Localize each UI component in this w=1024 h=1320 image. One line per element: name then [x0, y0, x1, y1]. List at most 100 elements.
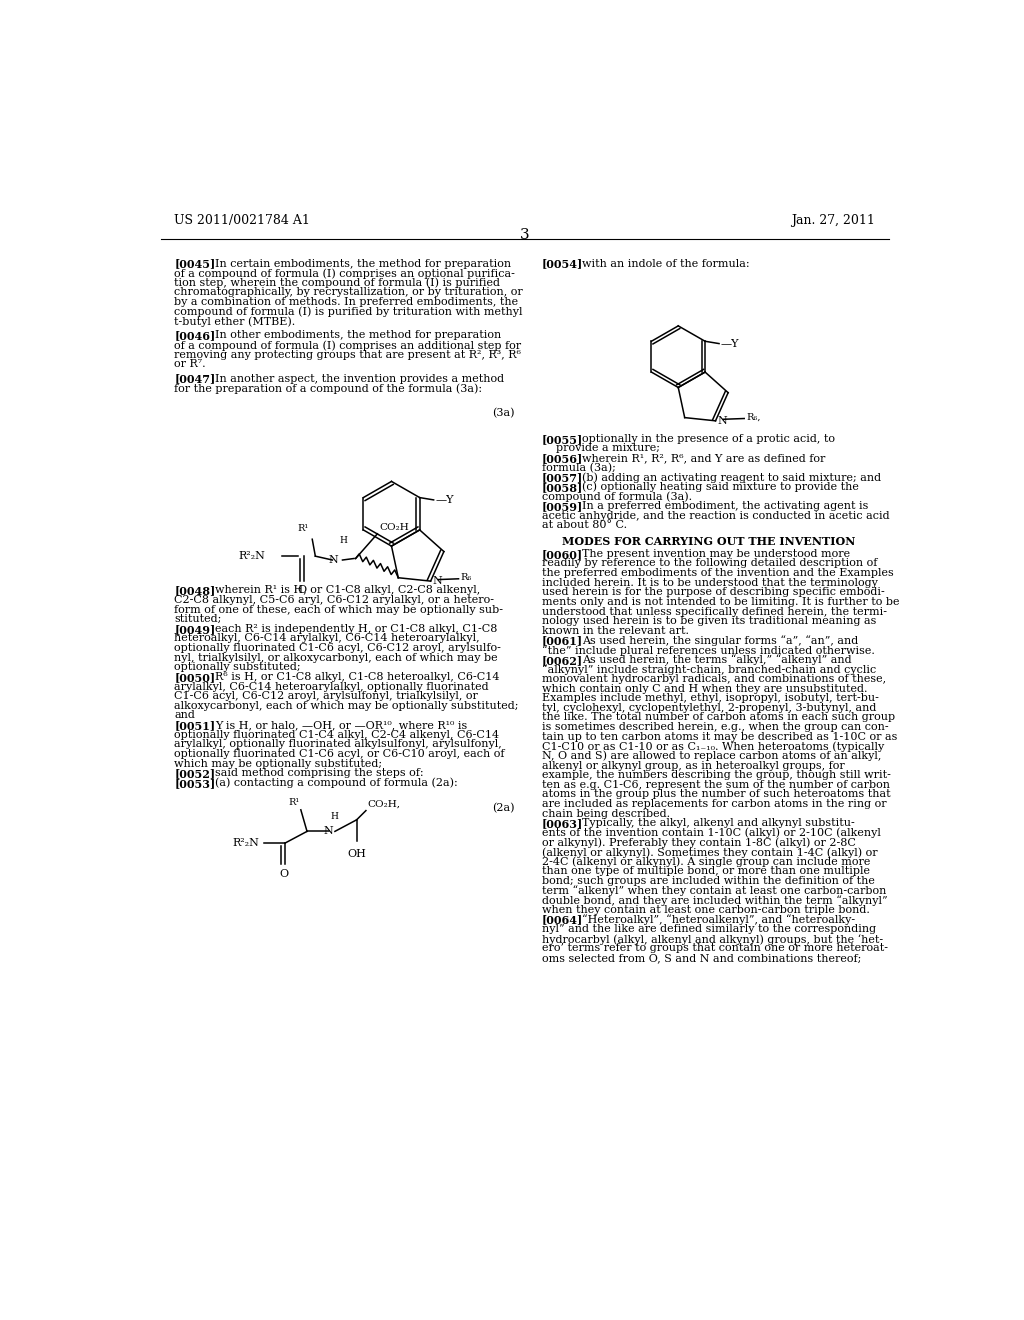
Text: wherein R¹, R², R⁶, and Y are as defined for: wherein R¹, R², R⁶, and Y are as defined… [583, 453, 825, 463]
Text: [0045]: [0045] [174, 259, 216, 269]
Text: R₆: R₆ [460, 573, 471, 582]
Text: In other embodiments, the method for preparation: In other embodiments, the method for pre… [215, 330, 501, 341]
Text: C1-C6 acyl, C6-C12 aroyl, arylsulfonyl, trialkylsilyl, or: C1-C6 acyl, C6-C12 aroyl, arylsulfonyl, … [174, 692, 478, 701]
Text: chromatographically, by recrystallization, or by trituration, or: chromatographically, by recrystallizatio… [174, 288, 523, 297]
Text: alkenyl or alkynyl group, as in heteroalkyl groups, for: alkenyl or alkynyl group, as in heteroal… [542, 760, 845, 771]
Text: (2a): (2a) [493, 803, 515, 813]
Text: [0047]: [0047] [174, 374, 216, 384]
Text: provide a mixture;: provide a mixture; [542, 444, 659, 453]
Text: O: O [280, 869, 289, 879]
Text: [0052]: [0052] [174, 768, 216, 779]
Text: Typically, the alkyl, alkenyl and alkynyl substitu-: Typically, the alkyl, alkenyl and alkyny… [583, 818, 855, 828]
Text: and: and [174, 710, 196, 721]
Text: of a compound of formula (I) comprises an optional purifica-: of a compound of formula (I) comprises a… [174, 268, 515, 279]
Text: monovalent hydrocarbyl radicals, and combinations of these,: monovalent hydrocarbyl radicals, and com… [542, 675, 886, 684]
Text: ten as e.g. C1-C6, represent the sum of the number of carbon: ten as e.g. C1-C6, represent the sum of … [542, 780, 890, 789]
Text: when they contain at least one carbon-carbon triple bond.: when they contain at least one carbon-ca… [542, 906, 869, 915]
Text: In a preferred embodiment, the activating agent is: In a preferred embodiment, the activatin… [583, 502, 868, 511]
Text: form of one of these, each of which may be optionally sub-: form of one of these, each of which may … [174, 605, 504, 615]
Text: Jan. 27, 2011: Jan. 27, 2011 [792, 214, 876, 227]
Text: [0054]: [0054] [542, 259, 583, 269]
Text: or alkynyl). Preferably they contain 1-8C (alkyl) or 2-8C: or alkynyl). Preferably they contain 1-8… [542, 838, 856, 849]
Text: R²₂N: R²₂N [232, 838, 260, 847]
Text: example, the numbers describing the group, though still writ-: example, the numbers describing the grou… [542, 770, 891, 780]
Text: In certain embodiments, the method for preparation: In certain embodiments, the method for p… [215, 259, 511, 268]
Text: readily by reference to the following detailed description of: readily by reference to the following de… [542, 558, 878, 569]
Text: wherein R¹ is H, or C1-C8 alkyl, C2-C8 alkenyl,: wherein R¹ is H, or C1-C8 alkyl, C2-C8 a… [215, 585, 480, 595]
Text: included herein. It is to be understood that the terminology: included herein. It is to be understood … [542, 578, 878, 587]
Text: heteroalkyl, C6-C14 arylalkyl, C6-C14 heteroarylalkyl,: heteroalkyl, C6-C14 arylalkyl, C6-C14 he… [174, 634, 480, 643]
Text: formula (3a);: formula (3a); [542, 462, 615, 473]
Text: CO₂H,: CO₂H, [368, 800, 400, 809]
Text: [0051]: [0051] [174, 721, 216, 731]
Text: hydrocarbyl (alkyl, alkenyl and alkynyl) groups, but the ‘het-: hydrocarbyl (alkyl, alkenyl and alkynyl)… [542, 933, 883, 945]
Text: [0050]: [0050] [174, 672, 216, 682]
Text: “the” include plural references unless indicated otherwise.: “the” include plural references unless i… [542, 645, 874, 656]
Text: N: N [329, 554, 339, 565]
Text: removing any protecting groups that are present at R², R³, R⁶: removing any protecting groups that are … [174, 350, 521, 360]
Text: US 2011/0021784 A1: US 2011/0021784 A1 [174, 214, 310, 227]
Text: [0053]: [0053] [174, 777, 216, 789]
Text: C2-C8 alkynyl, C5-C6 aryl, C6-C12 arylalkyl, or a hetero-: C2-C8 alkynyl, C5-C6 aryl, C6-C12 arylal… [174, 595, 495, 605]
Text: double bond, and they are included within the term “alkynyl”: double bond, and they are included withi… [542, 895, 888, 906]
Text: C1-C10 or as C1-10 or as C₁₋₁₀. When heteroatoms (typically: C1-C10 or as C1-10 or as C₁₋₁₀. When het… [542, 742, 884, 752]
Text: CO₂H: CO₂H [379, 523, 409, 532]
Text: for the preparation of a compound of the formula (3a):: for the preparation of a compound of the… [174, 383, 482, 393]
Text: stituted;: stituted; [174, 614, 222, 624]
Text: As used herein, the singular forms “a”, “an”, and: As used herein, the singular forms “a”, … [583, 635, 858, 647]
Text: (a) contacting a compound of formula (2a):: (a) contacting a compound of formula (2a… [215, 777, 458, 788]
Text: [0059]: [0059] [542, 502, 583, 512]
Text: 2-4C (alkenyl or alkynyl). A single group can include more: 2-4C (alkenyl or alkynyl). A single grou… [542, 857, 870, 867]
Text: at about 80° C.: at about 80° C. [542, 520, 627, 531]
Text: R⁶ is H, or C1-C8 alkyl, C1-C8 heteroalkyl, C6-C14: R⁶ is H, or C1-C8 alkyl, C1-C8 heteroalk… [215, 672, 500, 682]
Text: —Y: —Y [435, 495, 454, 504]
Text: [0064]: [0064] [542, 915, 583, 925]
Text: N, O and S) are allowed to replace carbon atoms of an alkyl,: N, O and S) are allowed to replace carbo… [542, 751, 882, 762]
Text: said method comprising the steps of:: said method comprising the steps of: [215, 768, 424, 779]
Text: than one type of multiple bond, or more than one multiple: than one type of multiple bond, or more … [542, 866, 869, 876]
Text: alkoxycarbonyl, each of which may be optionally substituted;: alkoxycarbonyl, each of which may be opt… [174, 701, 519, 711]
Text: [0048]: [0048] [174, 585, 216, 597]
Text: [0058]: [0058] [542, 482, 583, 492]
Text: [0061]: [0061] [542, 635, 583, 647]
Text: R¹: R¹ [298, 524, 309, 533]
Text: known in the relevant art.: known in the relevant art. [542, 626, 689, 636]
Text: The present invention may be understood more: The present invention may be understood … [583, 549, 850, 558]
Text: with an indole of the formula:: with an indole of the formula: [583, 259, 750, 268]
Text: O: O [298, 586, 307, 595]
Text: tyl, cyclohexyl, cyclopentylethyl, 2-propenyl, 3-butynyl, and: tyl, cyclohexyl, cyclopentylethyl, 2-pro… [542, 702, 877, 713]
Text: MODES FOR CARRYING OUT THE INVENTION: MODES FOR CARRYING OUT THE INVENTION [562, 536, 855, 546]
Text: term “alkenyl” when they contain at least one carbon-carbon: term “alkenyl” when they contain at leas… [542, 886, 886, 896]
Text: Examples include methyl, ethyl, isopropyl, isobutyl, tert-bu-: Examples include methyl, ethyl, isopropy… [542, 693, 879, 704]
Text: “Heteroalkyl”, “heteroalkenyl”, and “heteroalky-: “Heteroalkyl”, “heteroalkenyl”, and “het… [583, 915, 855, 925]
Text: OH: OH [347, 849, 366, 859]
Text: by a combination of methods. In preferred embodiments, the: by a combination of methods. In preferre… [174, 297, 518, 308]
Text: is sometimes described herein, e.g., when the group can con-: is sometimes described herein, e.g., whe… [542, 722, 889, 733]
Text: R₆,: R₆, [746, 412, 761, 421]
Text: each R² is independently H, or C1-C8 alkyl, C1-C8: each R² is independently H, or C1-C8 alk… [215, 624, 498, 634]
Text: N: N [432, 576, 442, 586]
Text: R²₂N: R²₂N [239, 552, 265, 561]
Text: As used herein, the terms “alkyl,” “alkenyl” and: As used herein, the terms “alkyl,” “alke… [583, 655, 852, 665]
Text: optionally fluorinated C1-C6 acyl, C6-C12 aroyl, arylsulfo-: optionally fluorinated C1-C6 acyl, C6-C1… [174, 643, 502, 653]
Text: optionally substituted;: optionally substituted; [174, 663, 301, 672]
Text: of a compound of formula (I) comprises an additional step for: of a compound of formula (I) comprises a… [174, 341, 521, 351]
Text: oms selected from O, S and N and combinations thereof;: oms selected from O, S and N and combina… [542, 953, 861, 964]
Text: (c) optionally heating said mixture to provide the: (c) optionally heating said mixture to p… [583, 482, 859, 492]
Text: ents of the invention contain 1-10C (alkyl) or 2-10C (alkenyl: ents of the invention contain 1-10C (alk… [542, 828, 881, 838]
Text: [0055]: [0055] [542, 434, 583, 445]
Text: compound of formula (I) is purified by trituration with methyl: compound of formula (I) is purified by t… [174, 306, 523, 317]
Text: understood that unless specifically defined herein, the termi-: understood that unless specifically defi… [542, 607, 887, 616]
Text: optionally in the presence of a protic acid, to: optionally in the presence of a protic a… [583, 434, 836, 444]
Text: chain being described.: chain being described. [542, 809, 670, 818]
Text: Y is H, or halo, —OH, or —OR¹⁰, where R¹⁰ is: Y is H, or halo, —OH, or —OR¹⁰, where R¹… [215, 721, 467, 730]
Text: nyl” and the like are defined similarly to the corresponding: nyl” and the like are defined similarly … [542, 924, 876, 935]
Text: nology used herein is to be given its traditional meaning as: nology used herein is to be given its tr… [542, 616, 877, 626]
Text: [0060]: [0060] [542, 549, 583, 560]
Text: arylalkyl, C6-C14 heteroarylalkyl, optionally fluorinated: arylalkyl, C6-C14 heteroarylalkyl, optio… [174, 681, 489, 692]
Text: nyl, trialkylsilyl, or alkoxycarbonyl, each of which may be: nyl, trialkylsilyl, or alkoxycarbonyl, e… [174, 653, 498, 663]
Text: t-butyl ether (MTBE).: t-butyl ether (MTBE). [174, 317, 296, 327]
Text: tain up to ten carbon atoms it may be described as 1-10C or as: tain up to ten carbon atoms it may be de… [542, 731, 897, 742]
Text: atoms in the group plus the number of such heteroatoms that: atoms in the group plus the number of su… [542, 789, 891, 800]
Text: the preferred embodiments of the invention and the Examples: the preferred embodiments of the inventi… [542, 568, 894, 578]
